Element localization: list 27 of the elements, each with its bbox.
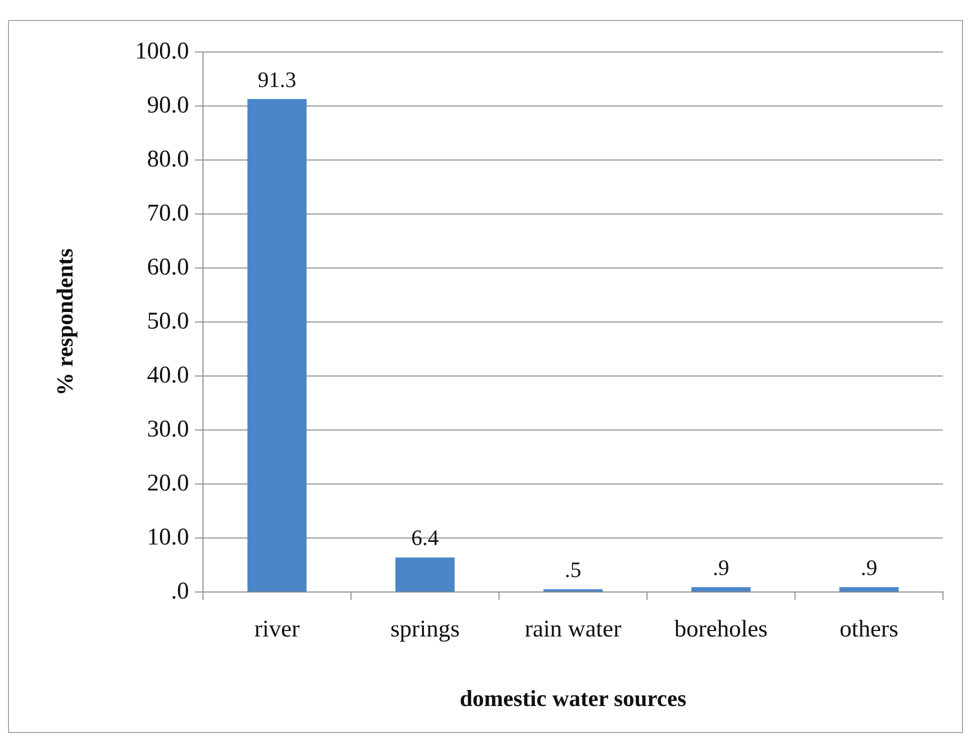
bar [691, 587, 751, 592]
y-tick-label: 90.0 [147, 92, 189, 118]
y-tick-label: 20.0 [147, 470, 189, 496]
y-tick-label: .0 [171, 578, 189, 604]
data-label: .9 [860, 554, 878, 580]
x-tick-label: rain water [524, 616, 622, 643]
data-label: 6.4 [411, 525, 439, 550]
data-label: 91.3 [258, 66, 296, 92]
x-tick-label: others [840, 616, 898, 643]
y-tick-label: 80.0 [147, 146, 189, 172]
y-tick-label: 40.0 [147, 362, 189, 388]
y-tick-label: 10.0 [147, 524, 189, 550]
x-tick-label: boreholes [674, 616, 768, 643]
data-label: .5 [564, 557, 582, 582]
bar [395, 557, 455, 592]
x-tick-label: river [254, 616, 300, 643]
bar [839, 587, 899, 592]
y-tick-label: 70.0 [147, 200, 189, 226]
x-axis-title: domestic water sources [460, 686, 686, 712]
x-tick-label: springs [390, 616, 460, 643]
bar [247, 98, 307, 592]
y-tick-label: 60.0 [147, 254, 189, 280]
data-label: .9 [712, 554, 730, 580]
y-axis-title: % respondents [52, 248, 78, 396]
y-tick-label: 100.0 [135, 38, 189, 64]
y-tick-label: 30.0 [147, 416, 189, 442]
y-tick-label: 50.0 [147, 308, 189, 334]
